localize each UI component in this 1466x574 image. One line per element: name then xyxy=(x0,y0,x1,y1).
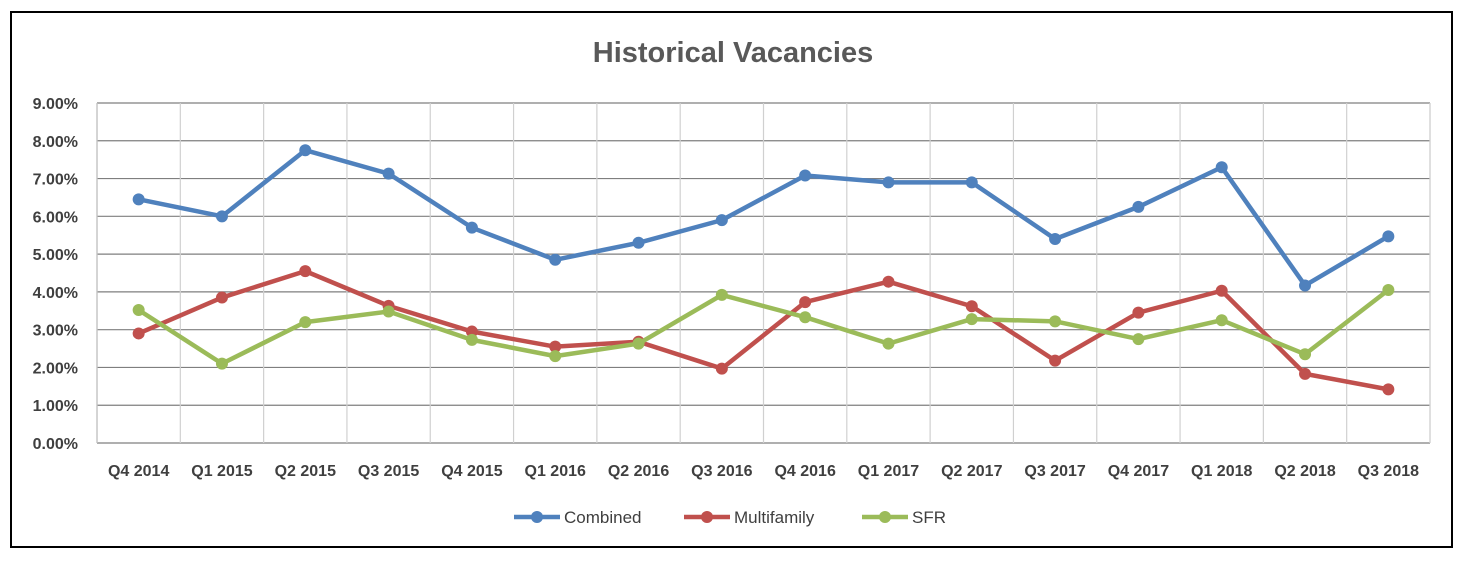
data-point-combined xyxy=(382,167,395,180)
data-point-sfr xyxy=(382,305,395,318)
x-tick-label: Q4 2014 xyxy=(108,463,169,480)
y-tick-label: 6.00% xyxy=(33,209,78,226)
data-point-multifamily xyxy=(1382,383,1395,396)
data-point-multifamily xyxy=(215,291,228,304)
legend-label: Combined xyxy=(564,508,642,527)
data-point-sfr xyxy=(882,337,895,350)
series-line-sfr xyxy=(136,287,1391,366)
legend-swatch-marker xyxy=(701,511,713,523)
data-point-multifamily xyxy=(1049,354,1062,367)
y-tick-label: 8.00% xyxy=(33,134,78,151)
data-point-multifamily xyxy=(715,362,728,375)
data-point-multifamily xyxy=(1215,284,1228,297)
data-point-combined xyxy=(632,236,645,249)
data-point-sfr xyxy=(715,288,728,301)
data-point-multifamily xyxy=(965,300,978,313)
data-point-multifamily xyxy=(132,327,145,340)
x-tick-label: Q3 2016 xyxy=(691,463,752,480)
legend-item-multifamily: Multifamily xyxy=(684,508,815,527)
data-point-combined xyxy=(1215,161,1228,174)
y-tick-label: 2.00% xyxy=(33,360,78,377)
data-point-sfr xyxy=(1382,284,1395,296)
x-tick-label: Q4 2015 xyxy=(441,463,502,480)
x-tick-label: Q3 2015 xyxy=(358,463,419,480)
x-tick-label: Q1 2018 xyxy=(1191,463,1252,480)
data-point-sfr xyxy=(299,316,312,329)
legend-label: SFR xyxy=(912,508,946,527)
legend-swatch-marker xyxy=(879,511,891,523)
data-point-sfr xyxy=(799,311,812,324)
data-point-combined xyxy=(549,253,562,266)
data-point-multifamily xyxy=(1299,367,1312,380)
data-point-combined xyxy=(132,193,145,206)
y-tick-label: 4.00% xyxy=(33,285,78,302)
data-point-combined xyxy=(1132,200,1145,213)
series-line-multifamily xyxy=(136,268,1391,392)
legend-item-sfr: SFR xyxy=(862,508,946,527)
data-point-multifamily xyxy=(299,265,312,278)
x-tick-label: Q1 2017 xyxy=(858,463,919,480)
series-line-combined xyxy=(136,147,1391,288)
legend-swatch-marker xyxy=(531,511,543,523)
data-point-combined xyxy=(215,210,228,223)
data-point-sfr xyxy=(1049,315,1062,328)
legend-label: Multifamily xyxy=(734,508,815,527)
x-tick-label: Q1 2016 xyxy=(525,463,586,480)
data-point-multifamily xyxy=(549,340,562,353)
data-point-combined xyxy=(1049,233,1062,245)
data-point-sfr xyxy=(1299,348,1312,361)
data-point-sfr xyxy=(465,333,478,346)
data-point-combined xyxy=(299,144,312,157)
data-point-combined xyxy=(465,221,478,234)
data-point-combined xyxy=(965,176,978,189)
data-point-sfr xyxy=(549,350,562,363)
x-tick-label: Q2 2016 xyxy=(608,463,669,480)
x-tick-label: Q4 2017 xyxy=(1108,463,1169,480)
data-point-combined xyxy=(1382,230,1395,243)
data-point-sfr xyxy=(1132,333,1145,346)
y-tick-label: 3.00% xyxy=(33,323,78,340)
legend-item-combined: Combined xyxy=(514,508,642,527)
data-point-combined xyxy=(799,169,812,182)
data-point-multifamily xyxy=(799,296,812,309)
data-point-multifamily xyxy=(465,325,478,338)
y-axis-ticks: 0.00% 1.00% 2.00% 3.00% 4.00% 5.00% 6.00% 7.00%… xyxy=(33,96,78,453)
grid xyxy=(96,102,1431,444)
data-point-sfr xyxy=(632,337,645,350)
data-point-combined xyxy=(882,176,895,189)
x-axis-ticks: Q4 2014 Q1 2015 Q2 2015 Q3 2015 Q4 2015 Q1 20… xyxy=(108,463,1419,480)
data-point-combined xyxy=(1299,279,1312,292)
series-group xyxy=(132,144,1395,396)
data-point-multifamily xyxy=(882,275,895,288)
x-tick-label: Q3 2018 xyxy=(1358,463,1419,480)
x-tick-label: Q3 2017 xyxy=(1024,463,1085,480)
x-tick-label: Q2 2015 xyxy=(275,463,336,480)
data-point-combined xyxy=(715,214,728,227)
data-point-sfr xyxy=(215,357,228,370)
y-tick-label: 1.00% xyxy=(33,398,78,415)
y-tick-label: 7.00% xyxy=(33,172,78,189)
data-point-sfr xyxy=(965,313,978,326)
x-tick-label: Q1 2015 xyxy=(191,463,252,480)
chart-title: Historical Vacancies xyxy=(593,37,874,69)
data-point-multifamily xyxy=(1132,306,1145,319)
legend: Combined Multifamily SFR xyxy=(514,508,946,527)
x-tick-label: Q2 2017 xyxy=(941,463,1002,480)
x-tick-label: Q2 2018 xyxy=(1274,463,1335,480)
x-tick-label: Q4 2016 xyxy=(774,463,835,480)
y-tick-label: 9.00% xyxy=(33,96,78,113)
data-point-sfr xyxy=(132,304,145,317)
y-tick-label: 0.00% xyxy=(33,436,78,453)
chart-frame xyxy=(10,11,1453,548)
data-point-sfr xyxy=(1215,314,1228,327)
y-tick-label: 5.00% xyxy=(33,247,78,264)
